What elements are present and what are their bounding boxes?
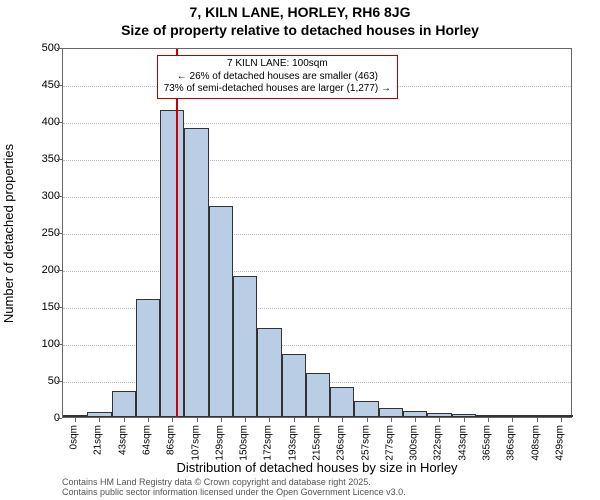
x-tick-label: 365sqm xyxy=(482,425,493,461)
x-tick-label: 429sqm xyxy=(554,425,565,461)
histogram-bar xyxy=(379,408,403,417)
histogram-bar xyxy=(282,354,306,417)
chart-title-line2: Size of property relative to detached ho… xyxy=(0,22,600,38)
histogram-bar xyxy=(160,110,184,417)
histogram-bar xyxy=(209,206,233,417)
y-tick-label: 250 xyxy=(22,227,60,239)
chart-title-line1: 7, KILN LANE, HORLEY, RH6 8JG xyxy=(0,4,600,20)
x-tick-label: 64sqm xyxy=(142,425,153,455)
histogram-chart: 7, KILN LANE, HORLEY, RH6 8JG Size of pr… xyxy=(0,0,600,500)
gridline-horizontal xyxy=(63,271,571,272)
x-tick-label: 322sqm xyxy=(433,425,444,461)
x-tick-label: 0sqm xyxy=(69,425,80,449)
y-tick-label: 450 xyxy=(22,79,60,91)
x-tick-label: 386sqm xyxy=(506,425,517,461)
histogram-bar xyxy=(112,391,136,417)
x-tick-label: 408sqm xyxy=(530,425,541,461)
x-tick-label: 215sqm xyxy=(312,425,323,461)
histogram-bar xyxy=(184,128,208,417)
gridline-horizontal xyxy=(63,234,571,235)
x-tick-label: 236sqm xyxy=(336,425,347,461)
y-tick-label: 350 xyxy=(22,153,60,165)
y-tick-label: 150 xyxy=(22,301,60,313)
y-tick-label: 0 xyxy=(22,412,60,424)
x-tick-label: 343sqm xyxy=(457,425,468,461)
x-tick-label: 150sqm xyxy=(239,425,250,461)
histogram-bar xyxy=(306,373,330,417)
y-tick-label: 500 xyxy=(22,42,60,54)
y-tick-label: 50 xyxy=(22,375,60,387)
annotation-line: 7 KILN LANE: 100sqm xyxy=(164,58,391,71)
y-tick-label: 400 xyxy=(22,116,60,128)
annotation-line: ← 26% of detached houses are smaller (46… xyxy=(164,71,391,84)
x-tick-label: 172sqm xyxy=(263,425,274,461)
x-tick-label: 21sqm xyxy=(93,425,104,455)
x-axis-label: Distribution of detached houses by size … xyxy=(62,460,572,475)
gridline-horizontal xyxy=(63,197,571,198)
gridline-horizontal xyxy=(63,123,571,124)
x-tick-label: 300sqm xyxy=(409,425,420,461)
annotation-line: 73% of semi-detached houses are larger (… xyxy=(164,83,391,96)
histogram-bar xyxy=(257,328,281,417)
histogram-bar xyxy=(136,299,160,417)
x-tick-label: 86sqm xyxy=(166,425,177,455)
y-tick-label: 300 xyxy=(22,190,60,202)
histogram-bar xyxy=(330,387,354,417)
x-tick-label: 193sqm xyxy=(287,425,298,461)
x-tick-label: 257sqm xyxy=(360,425,371,461)
gridline-horizontal xyxy=(63,160,571,161)
footer-line: Contains public sector information licen… xyxy=(62,488,572,498)
x-tick-label: 277sqm xyxy=(384,425,395,461)
x-tick-label: 43sqm xyxy=(117,425,128,455)
x-tick-label: 107sqm xyxy=(190,425,201,461)
plot-area: 7 KILN LANE: 100sqm← 26% of detached hou… xyxy=(62,48,572,418)
histogram-bar xyxy=(233,276,257,417)
annotation-box: 7 KILN LANE: 100sqm← 26% of detached hou… xyxy=(157,55,398,99)
reference-marker-line xyxy=(176,49,178,417)
y-tick-label: 200 xyxy=(22,264,60,276)
footer-attribution: Contains HM Land Registry data © Crown c… xyxy=(62,478,572,498)
histogram-bar xyxy=(354,401,378,417)
y-tick-label: 100 xyxy=(22,338,60,350)
y-axis-label: Number of detached properties xyxy=(0,48,18,418)
x-tick-label: 129sqm xyxy=(214,425,225,461)
